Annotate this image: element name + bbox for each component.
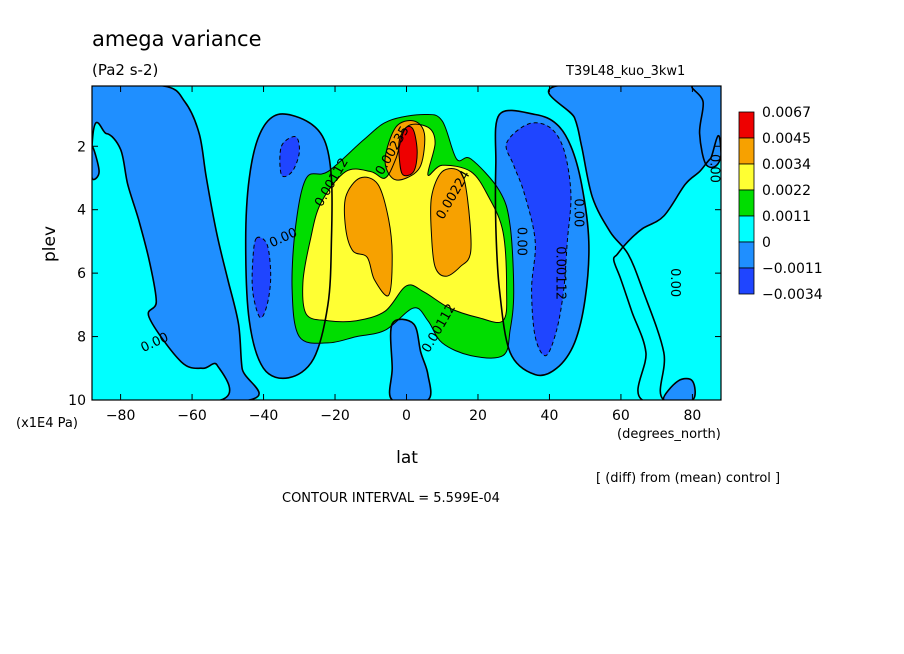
fill-west-cyan-inlet xyxy=(92,122,230,400)
figure-units: (Pa2 s-2) xyxy=(92,61,158,79)
contour-west-trough xyxy=(244,113,333,380)
colorbar-label: 0 xyxy=(762,235,771,251)
contour-green-core xyxy=(291,113,515,359)
contour-interval: CONTOUR INTERVAL = 5.599E-04 xyxy=(282,491,500,506)
colorbar-swatch xyxy=(738,137,755,165)
contour-label: 0.00 xyxy=(667,268,682,297)
contour-label: 0.00 xyxy=(706,154,721,183)
colorbar-label: 0.0011 xyxy=(762,209,811,225)
fill-peak xyxy=(398,126,418,176)
x-tick-label: 60 xyxy=(612,408,630,424)
contour-east-lobe xyxy=(430,167,472,277)
contour-west-band xyxy=(92,86,260,400)
y-axis-label: plev xyxy=(40,226,60,262)
contour-top-lobe xyxy=(384,120,426,181)
x-axis-ticks: −80 −60 −40 −20 0 20 40 60 80 xyxy=(106,86,701,424)
fill-central-dip xyxy=(389,319,431,400)
y-tick-label: 10 xyxy=(68,393,86,409)
contour-label: 0.00 xyxy=(570,198,585,227)
fill-east-lobe xyxy=(430,168,472,277)
fill-east-pool xyxy=(506,122,571,356)
x-axis-label: lat xyxy=(396,448,418,468)
y-tick-label: 4 xyxy=(77,203,86,219)
colorbar-swatch xyxy=(738,215,755,243)
colorbar: 0.0067 0.0045 0.0034 0.0022 0.0011 0 −0.0011 −0… xyxy=(738,105,823,303)
diff-note: [ (diff) from (mean) control ] xyxy=(596,471,780,486)
contour-yellow-core xyxy=(302,123,508,324)
colorbar-label: −0.0011 xyxy=(762,261,823,277)
contour-east-cyan-inlet xyxy=(612,134,721,400)
contour-label: 0.00 xyxy=(513,227,528,256)
contour-label: 0.00112 xyxy=(553,246,568,300)
contour-west-small-pool xyxy=(251,236,272,319)
contour-top-right-corner xyxy=(691,86,721,169)
colorbar-label: 0.0067 xyxy=(762,105,811,121)
y-axis-ticks: 2 4 6 8 10 xyxy=(68,139,721,409)
x-tick-label: 80 xyxy=(683,408,701,424)
contour-peak xyxy=(398,125,418,177)
colorbar-label: 0.0034 xyxy=(762,157,811,173)
contour-lines xyxy=(92,86,721,400)
x-tick-label: −60 xyxy=(177,408,207,424)
colorbar-swatch xyxy=(738,189,755,217)
colorbar-swatch xyxy=(738,163,755,191)
contour-east-band xyxy=(547,86,721,400)
contour-east-pool xyxy=(505,122,572,357)
y-unit-note: (x1E4 Pa) xyxy=(16,416,78,431)
x-tick-label: 20 xyxy=(469,408,487,424)
contour-west-tiny-pool xyxy=(279,136,300,178)
y-tick-label: 6 xyxy=(77,266,86,282)
contour-west-cyan-inlet-edge xyxy=(92,145,100,181)
colorbar-label: 0.0022 xyxy=(762,183,811,199)
contour-east-bottom-strip xyxy=(662,377,696,400)
contour-west-lobe xyxy=(343,176,393,297)
colorbar-swatch xyxy=(738,267,755,295)
x-tick-label: −40 xyxy=(249,408,279,424)
x-tick-label: −20 xyxy=(320,408,350,424)
fill-east-bottom-strip xyxy=(663,378,696,400)
x-tick-label: 0 xyxy=(402,408,411,424)
y-tick-label: 2 xyxy=(77,139,86,155)
colorbar-swatch xyxy=(738,111,755,139)
x-unit-note: (degrees_north) xyxy=(617,427,721,442)
figure-title: amega variance xyxy=(92,27,262,51)
contour-east-trough xyxy=(494,109,590,377)
colorbar-label: 0.0045 xyxy=(762,131,811,147)
colorbar-label: −0.0034 xyxy=(762,287,823,303)
contour-central-dip xyxy=(388,318,432,400)
fill-west-small-pool xyxy=(252,237,271,318)
fill-east-cyan-inlet xyxy=(613,135,721,400)
colorbar-swatch xyxy=(738,241,755,269)
contour-fills xyxy=(92,86,721,400)
contour-plot: 0.000.000.001120.002350.002240.001120.00… xyxy=(68,85,722,424)
run-label: T39L48_kuo_3kw1 xyxy=(565,64,685,79)
y-tick-label: 8 xyxy=(77,330,86,346)
fill-west-lobe xyxy=(344,177,393,296)
contour-west-cyan-inlet xyxy=(92,121,231,400)
x-tick-label: −80 xyxy=(106,408,136,424)
x-tick-label: 40 xyxy=(541,408,559,424)
fill-west-cyan-inlet-edge xyxy=(92,146,100,180)
